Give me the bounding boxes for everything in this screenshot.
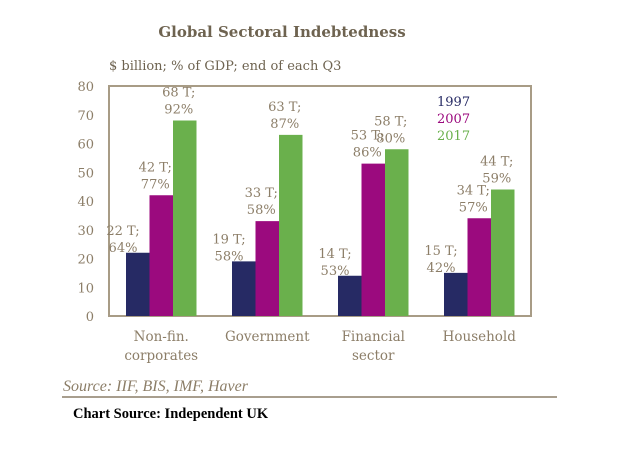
data-label: 15 T;	[424, 244, 457, 259]
data-label: 14 T;	[318, 247, 351, 262]
y-tick-label: 20	[77, 253, 94, 268]
data-label: 58 T;	[374, 114, 407, 129]
data-label: 34 T;	[457, 183, 490, 198]
bar-2017-3	[491, 189, 515, 316]
bar-2017-0	[173, 120, 197, 316]
chart-title: Global Sectoral Indebtedness	[158, 23, 405, 41]
data-label: 19 T;	[212, 232, 245, 247]
bar-1997-0	[126, 252, 150, 316]
data-label: 64%	[109, 241, 138, 256]
chart-subtitle: $ billion; % of GDP; end of each Q3	[109, 59, 341, 74]
data-label: 33 T;	[245, 186, 278, 201]
source-note: Source: IIF, BIS, IMF, Haver	[63, 378, 249, 395]
data-label: 59%	[482, 172, 511, 187]
data-label: 63 T;	[268, 100, 301, 115]
bar-2007-0	[149, 195, 173, 316]
legend: 1997 2007 2017	[437, 95, 470, 144]
legend-item-1997: 1997	[437, 95, 470, 110]
category-labels: Non-fin. corporates Government Financial sec…	[124, 329, 516, 364]
data-label: 87%	[270, 117, 299, 132]
plot-frame	[108, 85, 532, 317]
category-label: corporates	[124, 348, 198, 364]
data-label: 42 T;	[139, 160, 172, 175]
category-label: Non-fin.	[134, 329, 189, 345]
bar-1997-3	[444, 272, 468, 316]
data-label: 86%	[353, 146, 382, 161]
category-label: sector	[352, 348, 395, 364]
data-label: 22 T;	[106, 224, 139, 239]
y-axis-ticks: 0 10 20 30 40 50 60 70 80	[77, 80, 94, 325]
y-tick-label: 80	[77, 80, 94, 95]
bar-2017-1	[279, 134, 303, 316]
bar-2017-2	[385, 149, 409, 316]
bar-2007-2	[361, 163, 385, 316]
bar-1997-1	[232, 261, 256, 316]
data-label: 58%	[247, 203, 276, 218]
legend-item-2017: 2017	[437, 129, 470, 144]
legend-item-2007: 2007	[437, 112, 470, 127]
data-labels: 22 T;64%19 T;58% 14 T;53%15 T;42%42 T;77%…	[106, 86, 513, 279]
data-label: 57%	[459, 200, 488, 215]
category-label: Household	[443, 329, 517, 345]
data-label: 58%	[215, 249, 244, 264]
y-tick-label: 10	[77, 281, 94, 296]
bar-1997-2	[338, 275, 362, 316]
data-label: 92%	[164, 103, 193, 118]
data-label: 77%	[141, 177, 170, 192]
y-tick-label: 40	[77, 195, 94, 210]
y-tick-label: 50	[77, 166, 94, 181]
category-label: Government	[225, 329, 310, 345]
data-label: 42%	[427, 261, 456, 276]
y-tick-label: 0	[86, 310, 94, 325]
y-tick-label: 30	[77, 224, 94, 239]
category-label: Financial	[342, 329, 405, 345]
y-tick-label: 60	[77, 138, 94, 153]
data-label: 80%	[376, 131, 405, 146]
bar-2007-3	[467, 218, 491, 316]
y-tick-label: 70	[77, 109, 94, 124]
data-label: 53%	[321, 264, 350, 279]
data-label: 68 T;	[162, 86, 195, 101]
data-label: 44 T;	[480, 155, 513, 170]
bars	[126, 120, 515, 316]
bar-2007-1	[255, 221, 279, 316]
chart-source-credit: Chart Source: Independent UK	[73, 406, 269, 422]
data-label: 53 T;	[351, 129, 384, 144]
